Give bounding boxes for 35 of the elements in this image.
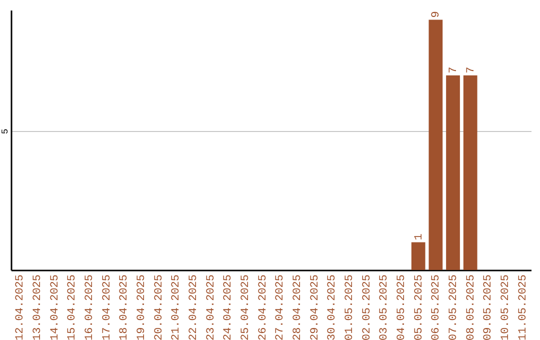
data-label: 7 [465, 66, 478, 74]
x-tick-label: 15.04.2025 [66, 274, 79, 340]
x-tick-label: 29.04.2025 [309, 274, 322, 340]
x-tick-label: 24.04.2025 [222, 274, 235, 340]
x-tick-label: 09.05.2025 [482, 274, 495, 340]
x-tick-label: 18.04.2025 [118, 274, 131, 340]
x-tick-label: 02.05.2025 [361, 274, 374, 340]
x-tick-label: 14.04.2025 [49, 274, 62, 340]
x-tick-label: 06.05.2025 [430, 274, 443, 340]
data-label: 1 [413, 233, 426, 240]
x-tick-label: 01.05.2025 [344, 274, 356, 340]
x-tick-label: 25.04.2025 [240, 274, 252, 340]
x-tick-label: 19.04.2025 [136, 274, 148, 340]
x-tick-label: 07.05.2025 [448, 274, 460, 340]
x-tick-label: 08.05.2025 [465, 274, 478, 340]
x-tick-label: 13.04.2025 [32, 274, 44, 340]
x-tick-label: 28.04.2025 [292, 274, 304, 340]
x-tick-label: 12.04.2025 [14, 274, 27, 340]
x-tick-label: 17.04.2025 [101, 274, 114, 340]
data-label: 9 [430, 11, 443, 18]
y-tick-label: 5 [0, 128, 10, 134]
x-tick-label: 04.05.2025 [396, 274, 408, 340]
x-tick-label: 05.05.2025 [413, 274, 426, 340]
x-tick-label: 11.05.2025 [517, 274, 530, 340]
x-tick-label: 21.04.2025 [170, 274, 183, 340]
x-tick-label: 22.04.2025 [188, 274, 200, 340]
x-tick-label: 16.04.2025 [84, 274, 96, 340]
x-tick-label: 10.05.2025 [500, 274, 512, 340]
x-tick-label: 03.05.2025 [378, 274, 391, 340]
data-label: 7 [448, 66, 460, 74]
x-tick-label: 27.04.2025 [274, 274, 287, 340]
x-tick-label: 26.04.2025 [257, 274, 270, 340]
x-tick-label: 20.04.2025 [153, 274, 166, 340]
x-tick-label: 30.04.2025 [326, 274, 339, 340]
x-tick-label: 23.04.2025 [205, 274, 218, 340]
